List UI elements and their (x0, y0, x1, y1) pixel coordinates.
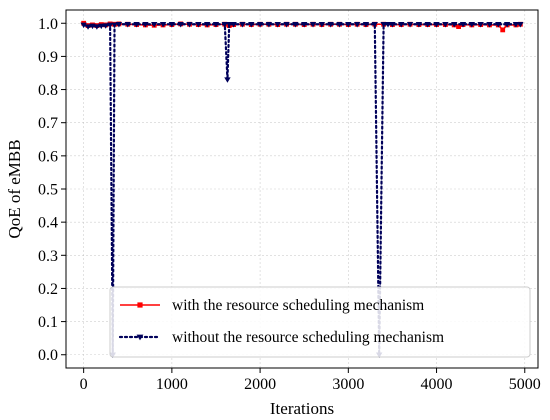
series-2-point (93, 24, 101, 30)
y-tick-label: 0.7 (38, 115, 58, 132)
series-2-point (89, 23, 96, 30)
y-tick-label: 1.0 (38, 16, 58, 33)
series-1-point (456, 24, 461, 29)
series-2-point (309, 22, 317, 28)
series-2-point (362, 22, 370, 28)
series-2-point (353, 22, 361, 28)
series-2-point (415, 22, 423, 28)
series-2-point (84, 24, 92, 30)
series-1-point (500, 27, 506, 33)
series-2-point (133, 22, 140, 28)
series-2-point (406, 22, 414, 28)
series-2-point (274, 22, 281, 28)
series-2-point (495, 22, 502, 28)
series-2-point (459, 22, 467, 28)
x-tick-label: 2000 (244, 376, 276, 393)
series-2-point (486, 22, 493, 28)
series-2-point (159, 22, 167, 28)
series-2-point (80, 22, 87, 29)
y-tick-label: 0.3 (38, 248, 58, 265)
series-line-2 (82, 23, 522, 355)
series-2-point (389, 22, 396, 28)
legend-swatch-marker-2 (136, 334, 144, 341)
series-2-point (398, 22, 405, 28)
series-2-point (371, 22, 378, 28)
series-2-point (450, 22, 458, 28)
series-2-point (503, 22, 511, 28)
series-2-point (265, 22, 273, 28)
y-tick-label: 0.0 (38, 347, 58, 364)
y-tick-label: 0.1 (38, 314, 58, 331)
legend-label-2: without the resource scheduling mechanis… (172, 329, 444, 346)
y-tick-label: 0.5 (38, 182, 58, 199)
series-2-point (221, 22, 229, 28)
series-2-point (124, 22, 131, 28)
series-2-point (186, 22, 193, 28)
series-2-point (384, 22, 392, 28)
series-2-point (142, 22, 149, 28)
series-2-point (380, 22, 387, 28)
series-2-point (98, 23, 105, 30)
series-2-point (318, 22, 326, 28)
series-2-point (468, 22, 476, 28)
series-2-point (477, 22, 484, 28)
series-2-point (151, 22, 158, 28)
series-2-point (224, 77, 231, 83)
series-2-point (336, 22, 343, 28)
series-2-point (177, 22, 184, 28)
y-axis-label: QoE of eMBB (5, 139, 24, 238)
x-tick-label: 1000 (156, 376, 188, 393)
series-2-point (168, 22, 176, 28)
x-tick-label: 0 (80, 376, 88, 393)
series-2-point (248, 22, 255, 28)
series-2-point (106, 22, 114, 29)
series-2-point (517, 22, 524, 28)
legend-box (109, 286, 531, 358)
legend: with the resource scheduling mechanism wi… (109, 286, 531, 358)
series-2-point (424, 22, 431, 28)
series-2-point (283, 22, 290, 28)
series-2-point (327, 22, 334, 28)
series-2-point (292, 22, 299, 28)
x-tick-label: 4000 (421, 376, 453, 393)
series-2-point (301, 22, 308, 28)
x-axis-label: Iterations (270, 399, 334, 418)
series-2-point (115, 22, 123, 28)
y-tick-label: 0.4 (38, 215, 58, 232)
y-tick-label: 0.6 (38, 148, 58, 165)
series-2-point (433, 22, 440, 28)
series-2-point (230, 22, 237, 28)
series-2-point (203, 22, 211, 28)
series-2-point (102, 23, 109, 29)
series-2-point (226, 22, 233, 28)
legend-swatch-marker-1 (137, 302, 143, 308)
y-tick-label: 0.8 (38, 82, 58, 99)
series-2-point (442, 22, 449, 28)
series-2-point (195, 22, 202, 28)
legend-label-1: with the resource scheduling mechanism (172, 297, 424, 314)
series-2-point (111, 22, 118, 29)
series-2-point (256, 22, 264, 28)
axes: 0 1000 2000 3000 4000 5000 0.0 0.1 0.2 0.3 0.4 0.5 0… (5, 9, 541, 418)
series-2-point (512, 22, 520, 28)
x-tick-label: 5000 (509, 376, 541, 393)
y-tick-label: 0.9 (38, 49, 58, 66)
series-2-point (239, 22, 246, 28)
series-2-point (212, 22, 220, 28)
y-tick-label: 0.2 (38, 281, 58, 298)
x-tick-label: 3000 (332, 376, 364, 393)
series-2-point (345, 22, 352, 28)
